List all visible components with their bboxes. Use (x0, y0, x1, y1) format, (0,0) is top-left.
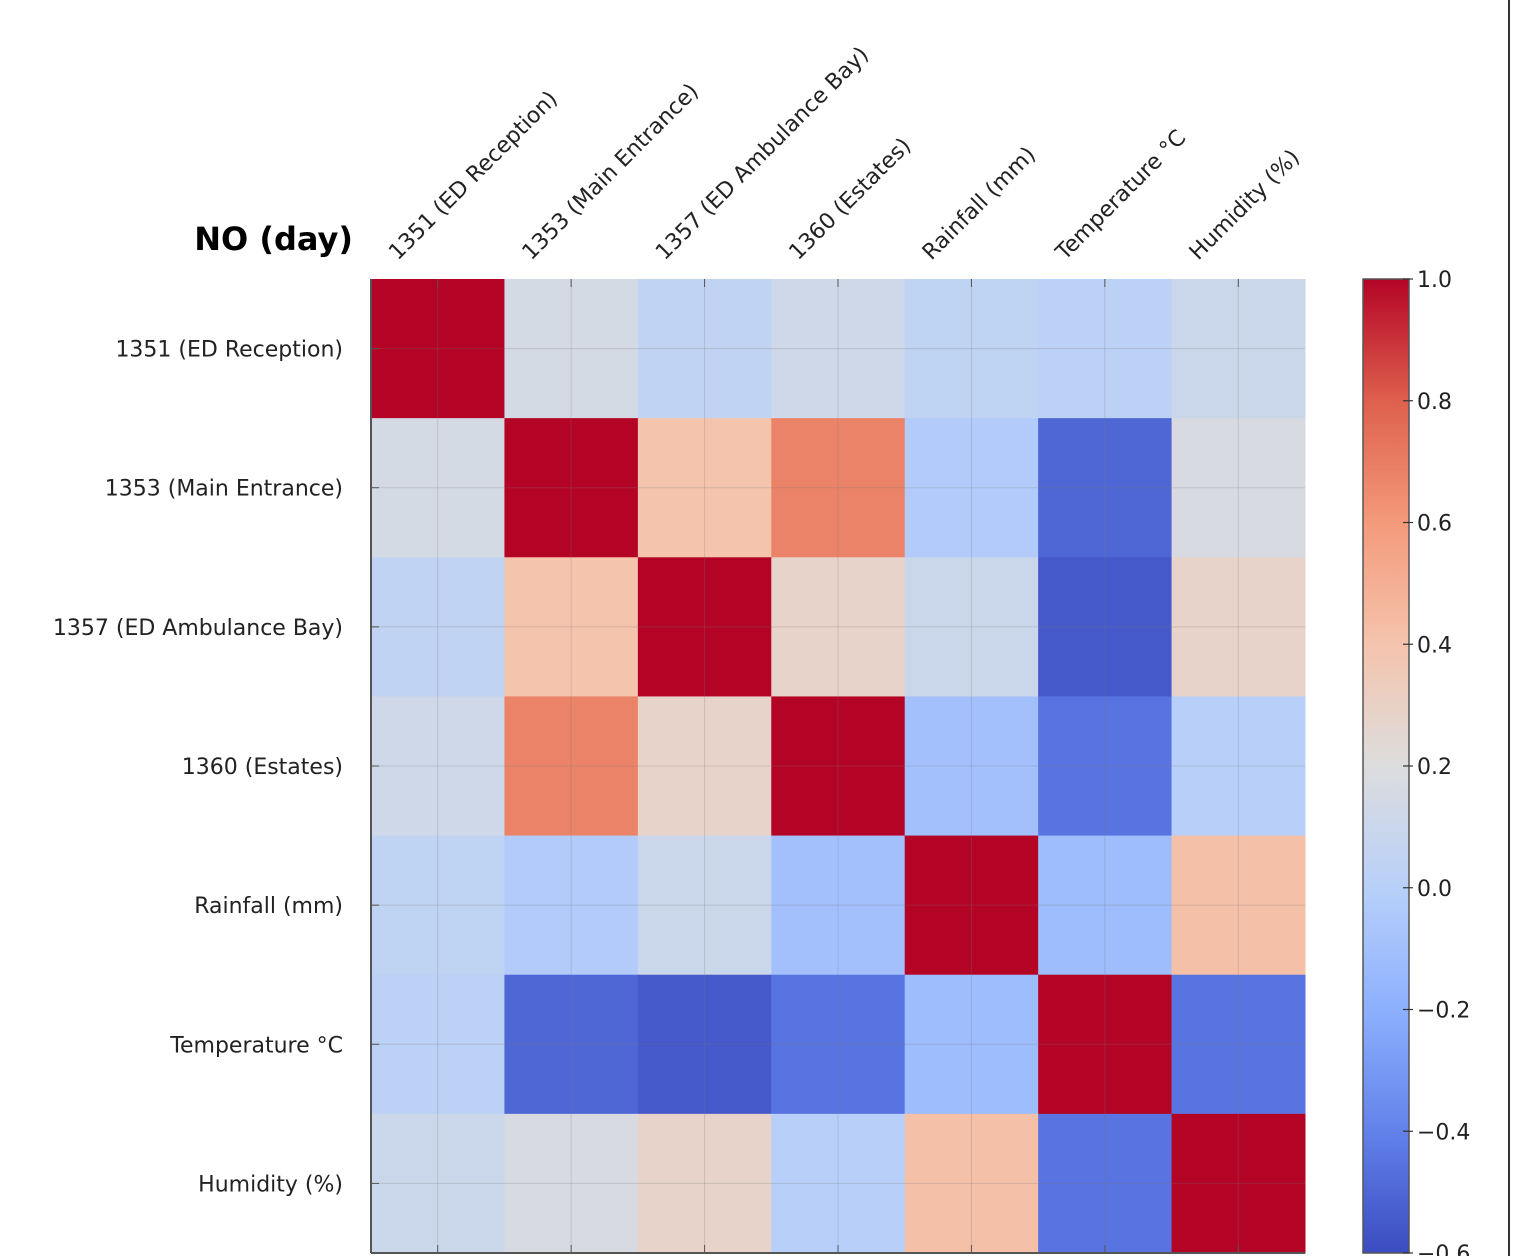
column-label-4: Rainfall (mm) (918, 142, 1041, 265)
heatmap-cell-1-1 (504, 418, 639, 558)
row-label-6: Humidity (%) (198, 1172, 343, 1197)
column-labels: 1351 (ED Reception)1353 (Main Entrance)1… (384, 42, 1305, 266)
heatmap-cell-5-4 (904, 974, 1039, 1115)
heatmap-cell-6-5 (1038, 1113, 1173, 1254)
heatmap-cell-1-4 (904, 418, 1039, 558)
chart-title: NO (day) (194, 220, 353, 258)
heatmap-cell-4-2 (637, 835, 772, 976)
heatmap-cell-4-0 (371, 835, 505, 976)
heatmap-cell-1-5 (1038, 418, 1173, 558)
heatmap-cell-0-0 (371, 279, 505, 419)
heatmap-cell-4-4 (904, 835, 1039, 976)
column-label-5: Temperature °C (1051, 125, 1192, 266)
colorbar-tick-label-5: 0.0 (1417, 877, 1452, 902)
heatmap-cell-4-3 (771, 835, 906, 976)
heatmap-cell-0-5 (1038, 279, 1173, 419)
heatmap-cell-5-6 (1171, 974, 1306, 1115)
heatmap-cell-3-3 (771, 696, 906, 837)
heatmap-cell-0-4 (904, 279, 1039, 419)
heatmap-cell-6-2 (637, 1113, 772, 1254)
colorbar-tick-label-3: 0.4 (1417, 633, 1452, 658)
heatmap-cell-5-5 (1038, 974, 1173, 1115)
row-labels: 1351 (ED Reception) 1353 (Main Entrance) 1… (53, 338, 343, 1198)
row-label-5: Temperature °C (169, 1033, 343, 1058)
column-label-3: 1360 (Estates) (785, 134, 917, 266)
colorbar-tick-label-7: −0.4 (1417, 1120, 1470, 1145)
heatmap-cell-6-3 (771, 1113, 906, 1254)
heatmap-cell-2-0 (371, 557, 505, 697)
colorbar: 1.0 0.8 0.6 0.4 0.2 0.0 −0.2 −0.4 −0.6 (1362, 268, 1470, 1256)
heatmap-cell-3-0 (371, 696, 505, 837)
heatmap-cell-6-1 (504, 1113, 639, 1254)
heatmap-cell-2-5 (1038, 557, 1173, 697)
column-label-2: 1357 (ED Ambulance Bay) (651, 42, 874, 265)
row-label-0: 1351 (ED Reception) (115, 338, 343, 363)
heatmap-cells (371, 279, 1306, 1254)
colorbar-tick-label-0: 1.0 (1417, 268, 1452, 293)
colorbar-gradient (1362, 278, 1410, 1254)
column-label-6: Humidity (%) (1185, 145, 1305, 265)
heatmap-cell-1-2 (637, 418, 772, 558)
heatmap-cell-0-6 (1171, 279, 1306, 419)
heatmap-cell-5-3 (771, 974, 906, 1115)
row-label-2: 1357 (ED Ambulance Bay) (53, 616, 343, 641)
right-border (1508, 0, 1510, 1256)
heatmap-cell-4-6 (1171, 835, 1306, 976)
heatmap-cell-1-3 (771, 418, 906, 558)
heatmap-cell-5-2 (637, 974, 772, 1115)
heatmap-cell-2-3 (771, 557, 906, 697)
heatmap-cell-4-5 (1038, 835, 1173, 976)
heatmap-cell-2-4 (904, 557, 1039, 697)
heatmap-cell-5-0 (371, 974, 505, 1115)
heatmap-cell-3-4 (904, 696, 1039, 837)
heatmap-cell-3-6 (1171, 696, 1306, 837)
colorbar-tick-label-1: 0.8 (1417, 390, 1452, 415)
heatmap-cell-6-4 (904, 1113, 1039, 1254)
colorbar-tick-label-8: −0.6 (1417, 1242, 1470, 1256)
heatmap-cell-0-1 (504, 279, 639, 419)
heatmap-gridlines (370, 279, 1305, 1254)
heatmap-cell-3-1 (504, 696, 639, 837)
colorbar-tick-label-6: −0.2 (1417, 999, 1470, 1024)
colorbar-tick-label-2: 0.6 (1417, 512, 1452, 537)
heatmap-cell-0-2 (637, 279, 772, 419)
heatmap-cell-4-1 (504, 835, 639, 976)
row-label-3: 1360 (Estates) (182, 755, 343, 780)
row-label-1: 1353 (Main Entrance) (105, 477, 343, 502)
heatmap-cell-2-6 (1171, 557, 1306, 697)
heatmap-cell-0-3 (771, 279, 906, 419)
heatmap-cell-6-6 (1171, 1113, 1306, 1254)
heatmap-cell-3-5 (1038, 696, 1173, 837)
heatmap-cell-2-1 (504, 557, 639, 697)
colorbar-tick-label-4: 0.2 (1417, 755, 1452, 780)
heatmap-cell-2-2 (637, 557, 772, 697)
row-label-4: Rainfall (mm) (194, 894, 343, 919)
heatmap-cell-5-1 (504, 974, 639, 1115)
heatmap-cell-6-0 (371, 1113, 505, 1254)
heatmap-cell-1-0 (371, 418, 505, 558)
heatmap-cell-1-6 (1171, 418, 1306, 558)
heatmap-cell-3-2 (637, 696, 772, 837)
